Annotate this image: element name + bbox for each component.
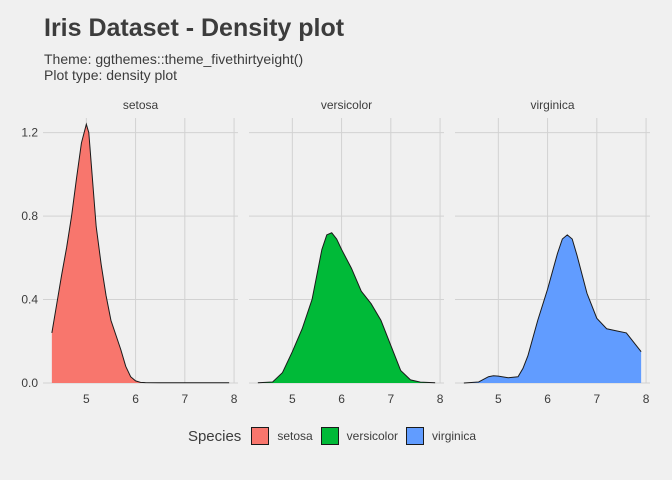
density-area-setosa bbox=[51, 124, 230, 383]
y-tick-label-0: 0.0 bbox=[21, 376, 38, 390]
x-tick-label-virginica-1: 6 bbox=[544, 392, 551, 406]
x-tick-label-setosa-3: 8 bbox=[231, 392, 238, 406]
legend-key-virginica bbox=[406, 427, 425, 445]
subtitle-line-theme: Theme: ggthemes::theme_fivethirtyeight() bbox=[44, 51, 304, 67]
facet-label-versicolor: versicolor bbox=[321, 98, 372, 112]
legend-title: Species bbox=[187, 427, 242, 445]
density-line-versicolor bbox=[257, 232, 436, 384]
facet-label-virginica: virginica bbox=[530, 98, 574, 112]
legend-label-versicolor: versicolor bbox=[346, 429, 399, 443]
legend-key-versicolor bbox=[320, 427, 339, 445]
x-tick-label-virginica-0: 5 bbox=[495, 392, 502, 406]
legend-item-virginica: virginica bbox=[406, 427, 476, 445]
legend-key-setosa bbox=[251, 427, 270, 445]
chart-subtitle: Theme: ggthemes::theme_fivethirtyeight()… bbox=[44, 51, 303, 83]
legend-item-versicolor: versicolor bbox=[320, 427, 399, 445]
x-tick-label-versicolor-3: 8 bbox=[437, 392, 444, 406]
x-tick-label-versicolor-1: 6 bbox=[338, 392, 345, 406]
density-area-virginica bbox=[463, 234, 642, 383]
x-tick-label-setosa-0: 5 bbox=[83, 392, 90, 406]
density-line-virginica bbox=[463, 234, 642, 384]
x-tick-label-setosa-2: 7 bbox=[181, 392, 188, 406]
density-line-setosa bbox=[51, 122, 230, 384]
y-tick-label-1: 0.4 bbox=[21, 293, 38, 307]
subtitle-line-plot-type: Plot type: density plot bbox=[44, 67, 178, 83]
legend-label-virginica: virginica bbox=[432, 429, 477, 443]
x-tick-label-versicolor-0: 5 bbox=[289, 392, 296, 406]
x-tick-label-virginica-3: 8 bbox=[643, 392, 650, 406]
x-tick-label-versicolor-2: 7 bbox=[387, 392, 394, 406]
y-tick-label-2: 0.8 bbox=[21, 209, 38, 223]
legend: Species setosa versicolor virginica bbox=[0, 427, 672, 445]
chart-title: Iris Dataset - Density plot bbox=[44, 14, 345, 42]
density-area-versicolor bbox=[257, 232, 436, 383]
facet-label-setosa: setosa bbox=[123, 98, 159, 112]
legend-label-setosa: setosa bbox=[277, 429, 313, 443]
x-tick-label-setosa-1: 6 bbox=[132, 392, 139, 406]
y-tick-label-3: 1.2 bbox=[21, 126, 38, 140]
x-tick-label-virginica-2: 7 bbox=[593, 392, 600, 406]
legend-item-setosa: setosa bbox=[251, 427, 313, 445]
